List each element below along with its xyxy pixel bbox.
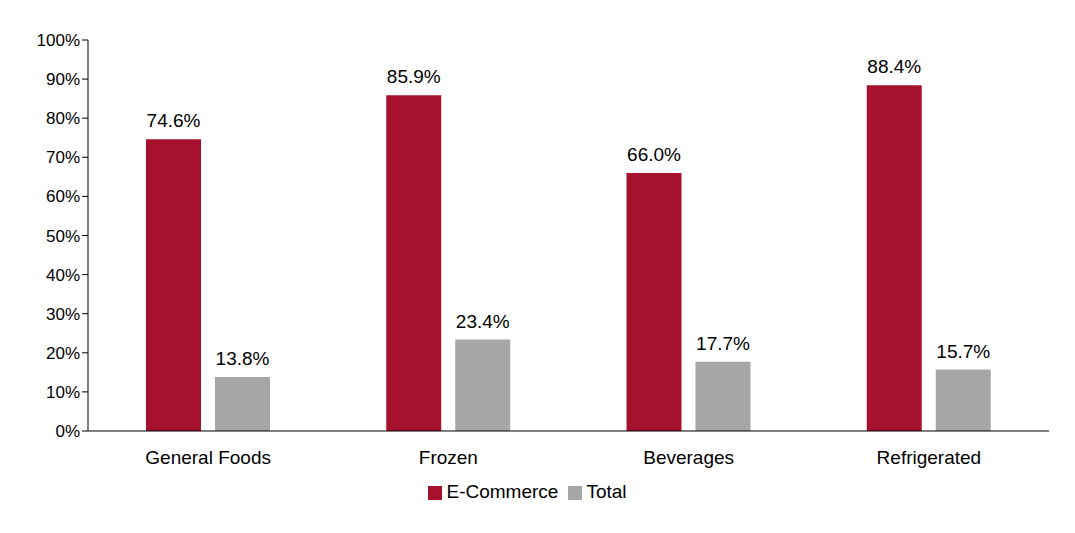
svg-text:23.4%: 23.4% xyxy=(456,311,510,332)
svg-text:15.7%: 15.7% xyxy=(936,341,990,362)
svg-text:80%: 80% xyxy=(46,109,80,128)
svg-text:70%: 70% xyxy=(46,148,80,167)
svg-text:50%: 50% xyxy=(46,227,80,246)
svg-text:85.9%: 85.9% xyxy=(387,66,441,87)
html-text:E-Commerce: E-Commerce xyxy=(446,481,559,502)
svg-text:88.4%: 88.4% xyxy=(867,56,921,77)
svg-text:17.7%: 17.7% xyxy=(696,333,750,354)
svg-text:30%: 30% xyxy=(46,305,80,324)
svg-text:40%: 40% xyxy=(46,266,80,285)
svg-text:66.0%: 66.0% xyxy=(627,144,681,165)
svg-text:0%: 0% xyxy=(55,422,80,441)
svg-text:100%: 100% xyxy=(37,31,80,50)
svg-text:Refrigerated: Refrigerated xyxy=(877,447,982,468)
svg-text:13.8%: 13.8% xyxy=(216,348,270,369)
svg-text:90%: 90% xyxy=(46,70,80,89)
svg-text:Beverages: Beverages xyxy=(643,447,734,468)
svg-text:60%: 60% xyxy=(46,187,80,206)
svg-text:Frozen: Frozen xyxy=(419,447,478,468)
svg-text:General Foods: General Foods xyxy=(145,447,271,468)
html-text:Total: Total xyxy=(586,481,627,502)
svg-text:10%: 10% xyxy=(46,383,80,402)
svg-text:74.6%: 74.6% xyxy=(147,110,201,131)
svg-text:20%: 20% xyxy=(46,344,80,363)
